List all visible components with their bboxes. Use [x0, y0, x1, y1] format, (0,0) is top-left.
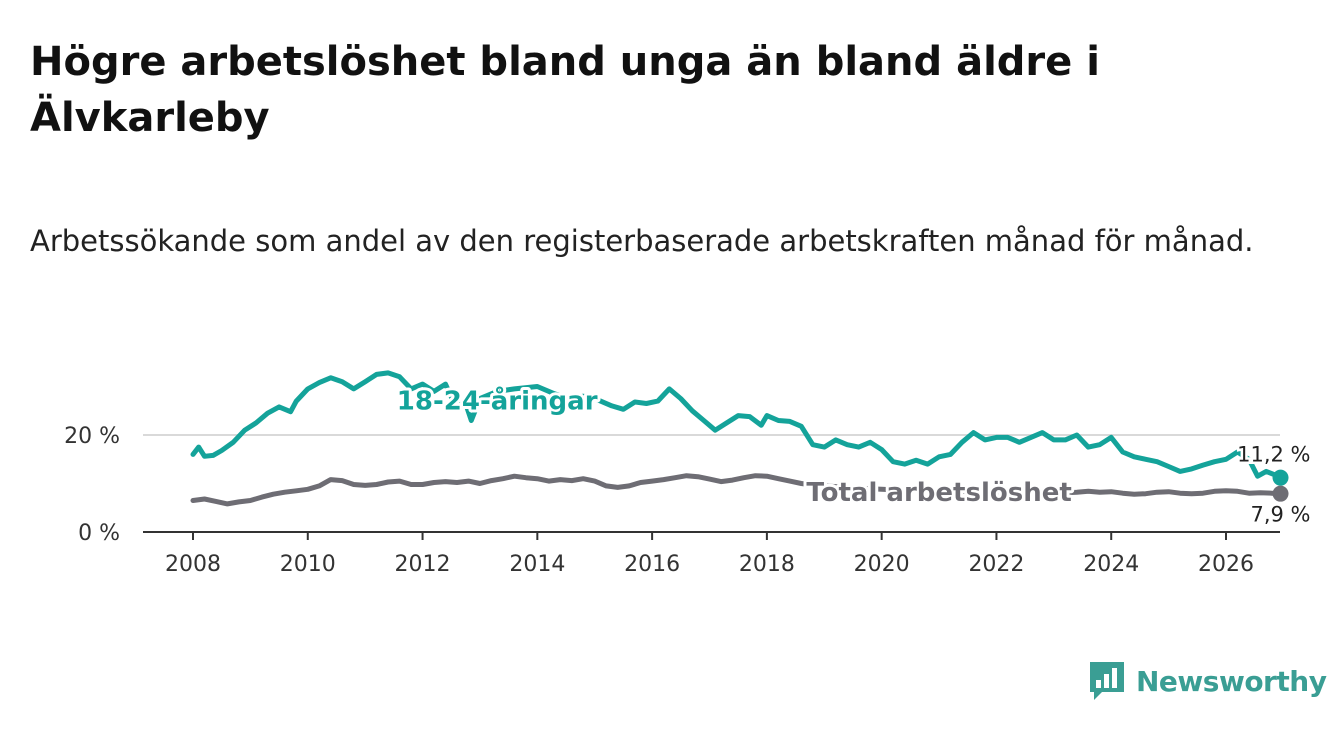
total-end-point	[1272, 485, 1289, 502]
x-tick-label: 2022	[968, 552, 1024, 577]
axes: 0 % 20 % 2008 2010 2012 2014 2016 2018 2020 2022 2…	[64, 424, 1280, 577]
total-series-label: Total arbetslöshet	[806, 478, 1071, 508]
newsworthy-logo: Newsworthy	[1088, 660, 1327, 702]
series-lines	[190, 370, 1289, 507]
x-tick-label: 2018	[739, 552, 795, 577]
x-tick-label: 2008	[165, 552, 221, 577]
total-end-label: 7,9 %	[1250, 503, 1310, 527]
brand-name: Newsworthy	[1136, 664, 1327, 698]
line-chart: 0 % 20 % 2008 2010 2012 2014 2016 2018 2020 2022 2…	[64, 370, 1313, 577]
x-tick-label: 2010	[280, 552, 336, 577]
youth-series-line	[190, 370, 1283, 481]
x-tick-label: 2026	[1198, 552, 1254, 577]
x-tick-label: 2020	[854, 552, 910, 577]
series-labels: 18-24-åringar 11,2 % Total arbetslöshet 7,9…	[394, 381, 1313, 529]
x-tick-label: 2014	[509, 552, 565, 577]
chart-subtitle: Arbetssökande som andel av den registerb…	[30, 224, 1254, 258]
x-tick-label: 2024	[1083, 552, 1139, 577]
youth-series-label: 18-24-åringar	[397, 384, 598, 416]
bar-chart-speech-icon	[1090, 662, 1124, 700]
chart-title: Högre arbetslöshet bland unga än bland ä…	[30, 39, 1100, 141]
x-tick-label: 2016	[624, 552, 680, 577]
youth-end-point	[1272, 469, 1289, 486]
x-tick-label: 2012	[395, 552, 451, 577]
y-tick-label: 0 %	[78, 521, 120, 546]
total-series-line	[190, 473, 1283, 507]
y-tick-label: 20 %	[64, 424, 120, 449]
youth-end-label: 11,2 %	[1237, 443, 1310, 467]
